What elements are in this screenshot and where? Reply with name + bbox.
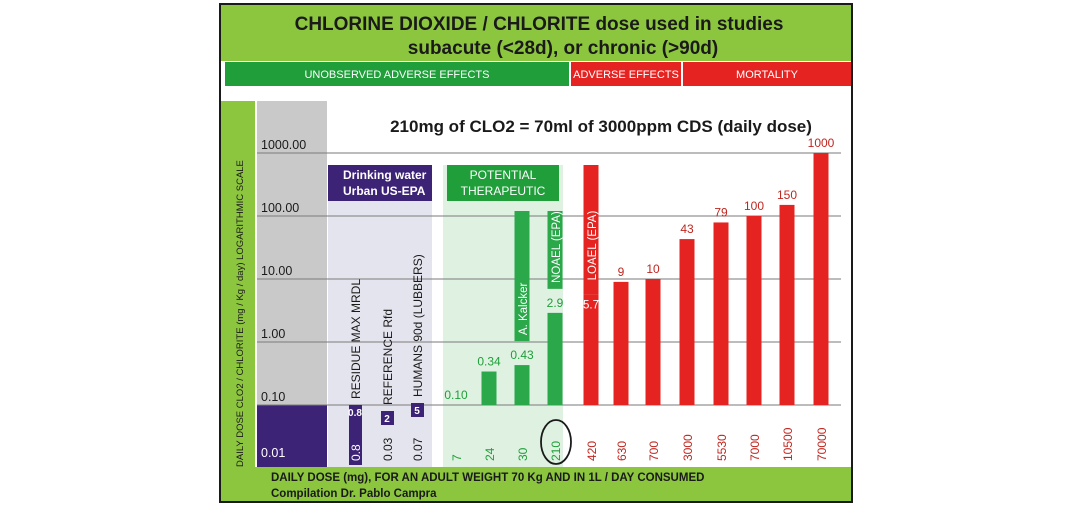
bar	[583, 294, 599, 405]
reference-badge-value: 2	[384, 414, 390, 425]
reference-badge-value: 0.8	[348, 408, 362, 419]
bar-value-label: 9	[618, 265, 625, 279]
equation-text: 210mg of CLO2 = 70ml of 3000ppm CDS (dai…	[390, 117, 812, 136]
reference-dose: 0.07	[411, 437, 425, 461]
bar-value-label: 100	[744, 199, 764, 213]
bar	[713, 222, 729, 405]
footer-band	[221, 467, 851, 501]
y-tick-label: 100.00	[261, 201, 299, 215]
x-tick-label: 70000	[815, 427, 829, 461]
y-tick-label: 10.00	[261, 264, 292, 278]
bar	[514, 365, 530, 405]
bar	[813, 153, 829, 405]
bar	[547, 312, 563, 405]
chart-svg: CHLORINE DIOXIDE / CHLORITE dose used in…	[221, 5, 851, 501]
therapeutic-zone	[443, 165, 563, 467]
bar	[679, 239, 695, 405]
therapeutic-line1: POTENTIAL	[470, 168, 537, 182]
reference-badge	[411, 403, 424, 417]
bar-value-label: 5.7	[583, 299, 599, 311]
bar-value-label: 150	[777, 188, 797, 202]
zone-unobserved-label: UNOBSERVED ADVERSE EFFECTS	[304, 69, 489, 81]
reference-column	[349, 419, 362, 465]
zone-mortality	[683, 62, 851, 86]
x-tick-label: 420	[585, 441, 599, 461]
y-tick-label: 0.01	[261, 446, 285, 460]
bar-value-label: 0.43	[510, 348, 534, 362]
therapeutic-header	[447, 165, 559, 201]
bar-value-label: 2.9	[547, 296, 564, 310]
circled-dose-marker	[540, 419, 572, 465]
bar-annotation: A. Kalcker	[518, 283, 530, 336]
x-tick-label: 700	[647, 441, 661, 461]
x-tick-label: 10500	[781, 427, 795, 461]
bar	[481, 371, 497, 405]
bar	[779, 204, 795, 405]
drinking-water-line2: Urban US-EPA	[343, 184, 426, 198]
bar-value-label: 0.10	[444, 388, 468, 402]
y-tick-column	[257, 101, 327, 405]
x-tick-label: 630	[615, 441, 629, 461]
drinking-water-line1: Drinking water	[343, 168, 427, 182]
zone-mortality-label: MORTALITY	[736, 69, 799, 81]
chart-subtitle: subacute (<28d), or chronic (>90d)	[408, 38, 718, 59]
x-tick-label: 7000	[748, 434, 762, 461]
bar	[613, 281, 629, 405]
bar-value-label: 1000	[808, 136, 835, 150]
bar-value-label: 0.34	[477, 355, 501, 369]
x-tick-label: 5530	[715, 434, 729, 461]
y-tick-label: 1.00	[261, 327, 285, 341]
drinking-water-header	[328, 165, 432, 201]
reference-label: HUMANS 90d (LUBBERS)	[411, 254, 425, 397]
x-tick-label: 7	[450, 454, 464, 461]
x-tick-label: 24	[483, 447, 497, 461]
loael-marker	[583, 165, 599, 295]
annotation-marker	[547, 211, 563, 289]
y-tick-label: 0.10	[261, 390, 285, 404]
bar	[746, 216, 762, 405]
reference-label: RESIDUE MAX MRDL	[349, 279, 363, 399]
reference-badge-value: 5	[414, 406, 420, 417]
reference-dose: 0.03	[381, 437, 395, 461]
bar	[645, 279, 661, 405]
reference-badge	[349, 405, 362, 419]
chart-title: CHLORINE DIOXIDE / CHLORITE dose used in…	[295, 14, 784, 35]
bar-value-label: 79	[714, 205, 728, 219]
bar-annotation: NOAEL (EPA)	[551, 211, 563, 283]
x-tick-label: 3000	[681, 434, 695, 461]
y-tick-label: 1000.00	[261, 138, 306, 152]
y-axis-label: DAILY DOSE CLO2 / CHLORITE (mg / Kg / da…	[235, 160, 246, 467]
chart-frame: CHLORINE DIOXIDE / CHLORITE dose used in…	[219, 3, 853, 503]
zone-unobserved	[225, 62, 569, 86]
x-tick-label: 30	[516, 447, 530, 461]
reference-badge	[381, 411, 394, 425]
therapeutic-line2: THERAPEUTIC	[461, 184, 546, 198]
reference-dose: 0.8	[349, 444, 363, 461]
bar-annotation: LOAEL (EPA)	[587, 211, 599, 281]
bar-value-label: 43	[680, 222, 694, 236]
annotation-marker	[514, 211, 530, 342]
bar-value-label: 10	[646, 262, 660, 276]
x-axis-label: DAILY DOSE (mg), FOR AN ADULT WEIGHT 70 …	[271, 472, 704, 484]
zone-adverse-label: ADVERSE EFFECTS	[573, 69, 679, 81]
zone-adverse	[571, 62, 681, 86]
y-axis-band	[221, 101, 255, 467]
header-band	[221, 5, 851, 61]
credit: Compilation Dr. Pablo Campra	[271, 488, 437, 500]
reference-label: REFERENCE Rfd	[381, 309, 395, 405]
baseline-purple-block	[257, 405, 327, 467]
x-tick-label: 210	[549, 441, 563, 461]
